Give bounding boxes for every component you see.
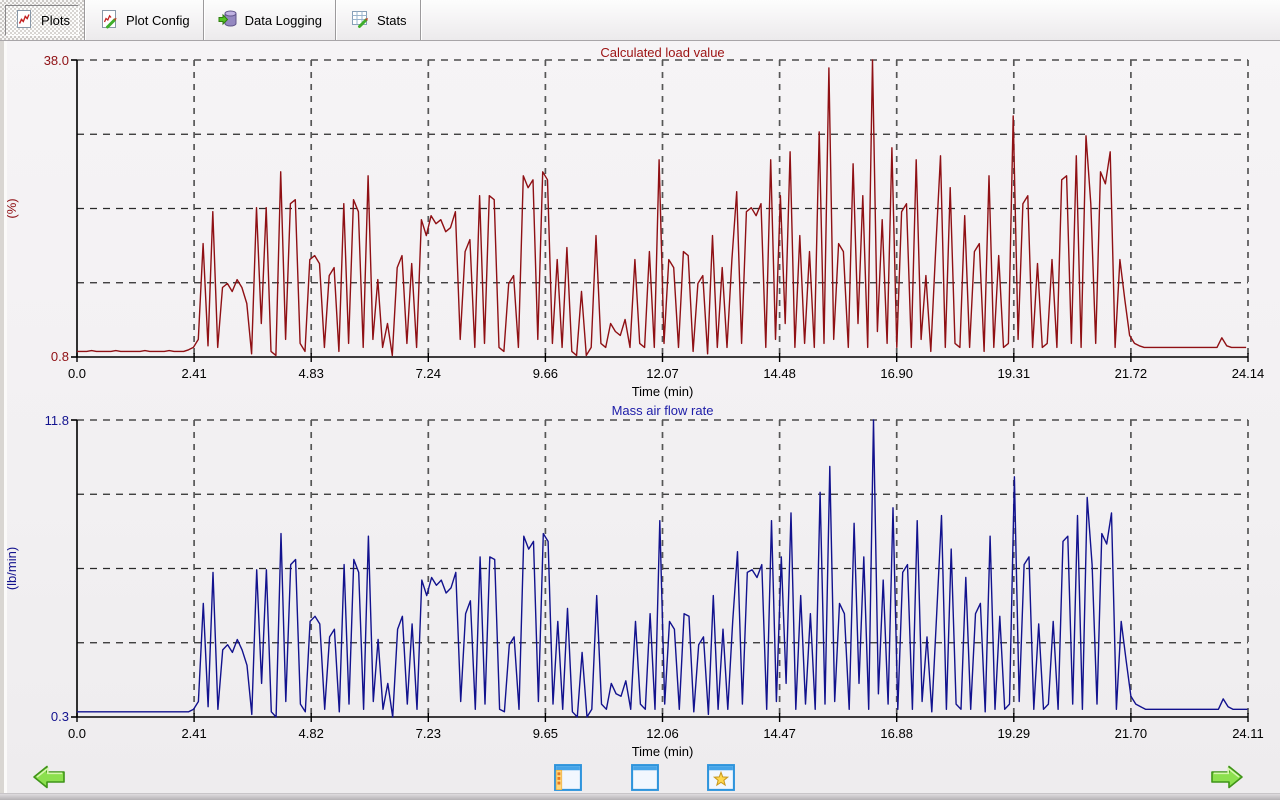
arrow-right-icon xyxy=(1210,765,1244,794)
svg-text:Mass air flow rate: Mass air flow rate xyxy=(612,403,714,418)
svg-text:2.41: 2.41 xyxy=(181,726,206,741)
active-tab-zone: Plots xyxy=(0,0,84,40)
line-chart-page-icon xyxy=(14,9,34,32)
svg-text:19.29: 19.29 xyxy=(998,726,1031,741)
tab-label: Plots xyxy=(41,12,70,28)
arrow-left-icon xyxy=(32,765,66,794)
panel-window-icon xyxy=(553,764,583,796)
calculated-load-chart: 0.0 2.41 4.83 7.24 9.66 12.07 14.48 16.90 19.31 2… xyxy=(4,45,1265,399)
svg-text:0.8: 0.8 xyxy=(51,349,69,364)
favorites-button[interactable] xyxy=(706,762,736,793)
svg-text:12.07: 12.07 xyxy=(646,366,679,381)
tab-label: Plot Config xyxy=(126,12,190,28)
toolbar-separator xyxy=(334,0,337,40)
window-icon xyxy=(630,764,660,796)
svg-text:24.11: 24.11 xyxy=(1232,726,1264,741)
svg-text:14.48: 14.48 xyxy=(763,366,796,381)
toolbar-separator xyxy=(419,0,422,40)
svg-text:Calculated load value: Calculated load value xyxy=(600,45,724,60)
tab-data-logging[interactable]: Data Logging xyxy=(205,0,335,40)
svg-text:11.8: 11.8 xyxy=(45,413,69,428)
svg-text:9.66: 9.66 xyxy=(533,366,558,381)
svg-text:7.23: 7.23 xyxy=(416,726,441,741)
svg-text:14.47: 14.47 xyxy=(763,726,796,741)
svg-text:21.70: 21.70 xyxy=(1115,726,1148,741)
svg-text:2.41: 2.41 xyxy=(181,366,206,381)
panel-layout-button[interactable] xyxy=(553,762,583,793)
tab-plot-config[interactable]: Plot Config xyxy=(86,0,203,40)
favorites-star-window-icon xyxy=(706,764,736,796)
tab-stats[interactable]: Stats xyxy=(337,0,420,40)
window-left-edge xyxy=(0,41,7,793)
svg-text:0.3: 0.3 xyxy=(51,709,69,724)
svg-text:4.82: 4.82 xyxy=(299,726,324,741)
svg-text:7.24: 7.24 xyxy=(416,366,441,381)
database-arrow-icon xyxy=(218,9,238,32)
svg-text:16.88: 16.88 xyxy=(880,726,913,741)
svg-text:Time (min): Time (min) xyxy=(632,384,694,399)
toolbar-separator xyxy=(84,0,86,40)
window-bottom-edge xyxy=(0,793,1280,800)
previous-page-button[interactable] xyxy=(32,763,66,791)
tab-label: Stats xyxy=(376,12,407,28)
svg-text:0.0: 0.0 xyxy=(68,366,86,381)
svg-text:(%): (%) xyxy=(4,198,19,218)
tab-label: Data Logging xyxy=(244,12,322,28)
svg-text:12.06: 12.06 xyxy=(646,726,679,741)
tab-plots[interactable]: Plots xyxy=(5,4,79,36)
svg-text:Time (min): Time (min) xyxy=(632,744,694,759)
toolbar-separator xyxy=(202,0,205,40)
svg-text:16.90: 16.90 xyxy=(880,366,913,381)
svg-text:0.0: 0.0 xyxy=(68,726,86,741)
mass-air-flow-chart: 0.0 2.41 4.82 7.23 9.65 12.06 14.47 16.88 19.29 2… xyxy=(4,403,1264,759)
svg-text:4.83: 4.83 xyxy=(299,366,324,381)
chart-edit-icon xyxy=(99,9,119,32)
stats-grid-edit-icon xyxy=(350,9,370,32)
toolbar: Plots Plot Config Data Logging xyxy=(0,0,1280,41)
svg-text:21.72: 21.72 xyxy=(1115,366,1148,381)
window-layout-button[interactable] xyxy=(630,762,660,793)
svg-text:(lb/min): (lb/min) xyxy=(4,547,19,590)
svg-text:19.31: 19.31 xyxy=(998,366,1031,381)
svg-text:9.65: 9.65 xyxy=(533,726,558,741)
svg-text:24.14: 24.14 xyxy=(1232,366,1265,381)
next-page-button[interactable] xyxy=(1210,763,1244,791)
svg-text:38.0: 38.0 xyxy=(44,53,69,68)
